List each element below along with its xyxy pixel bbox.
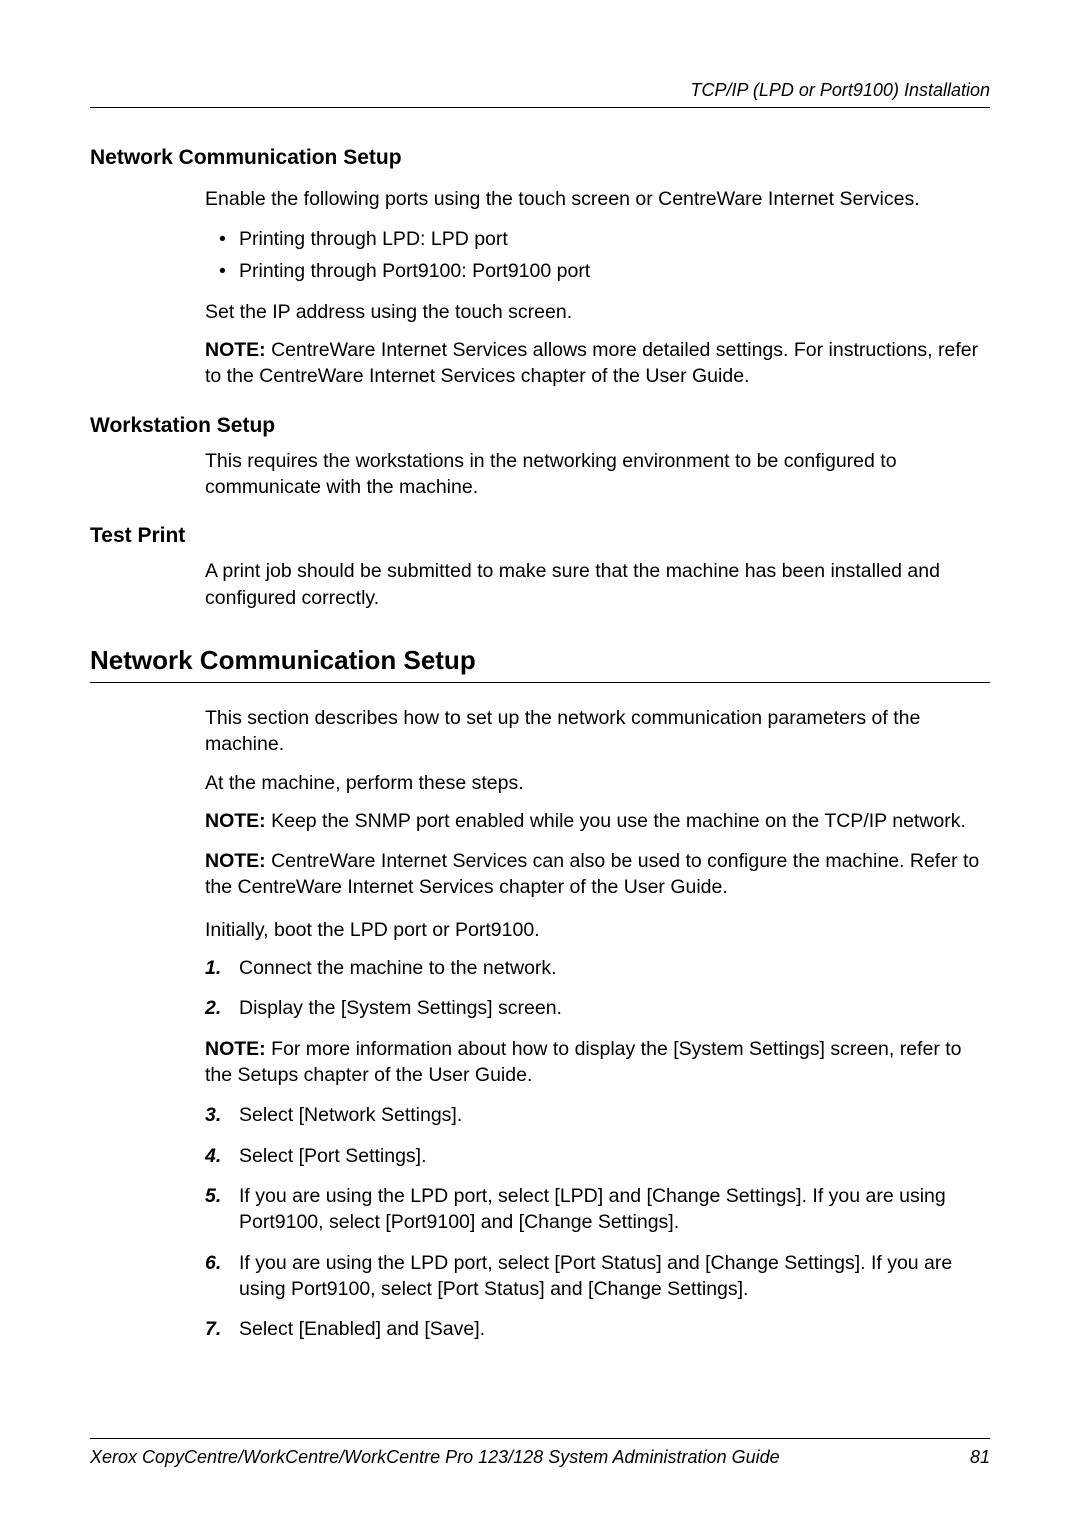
para-nc-2: At the machine, perform these steps. [205, 770, 990, 796]
heading-testprint: Test Print [90, 524, 990, 548]
step-number: 6. [205, 1250, 239, 1303]
list-item: Printing through Port9100: Port9100 port [205, 256, 990, 287]
list-item: 4. Select [Port Settings]. [205, 1143, 990, 1169]
step-number: 1. [205, 955, 239, 981]
footer-title: Xerox CopyCentre/WorkCentre/WorkCentre P… [90, 1447, 780, 1468]
step-text: Select [Enabled] and [Save]. [239, 1316, 990, 1342]
para-nc-3: Initially, boot the LPD port or Port9100… [205, 917, 990, 943]
para-after-bullets: Set the IP address using the touch scree… [205, 299, 990, 325]
list-item: 5. If you are using the LPD port, select… [205, 1183, 990, 1236]
note-label: NOTE: [205, 1038, 266, 1060]
heading-netcomm-overview: Network Communication Setup [90, 146, 990, 170]
steps-list-1: 1. Connect the machine to the network. 2… [205, 955, 990, 1022]
step-text: Display the [System Settings] screen. [239, 995, 990, 1021]
list-item: 3. Select [Network Settings]. [205, 1102, 990, 1128]
para-nc-1: This section describes how to set up the… [205, 705, 990, 758]
para-workstation: This requires the workstations in the ne… [205, 448, 990, 501]
steps-list-2: 3. Select [Network Settings]. 4. Select … [205, 1102, 990, 1342]
note-text: CentreWare Internet Services can also be… [205, 850, 979, 898]
block-testprint: A print job should be submitted to make … [205, 558, 990, 611]
note-nc-2: NOTE: CentreWare Internet Services can a… [205, 848, 990, 901]
page-header: TCP/IP (LPD or Port9100) Installation [90, 80, 990, 108]
step-text: Select [Network Settings]. [239, 1102, 990, 1128]
note-overview: NOTE: CentreWare Internet Services allow… [205, 337, 990, 390]
para-testprint: A print job should be submitted to make … [205, 558, 990, 611]
list-item: 7. Select [Enabled] and [Save]. [205, 1316, 990, 1342]
bullet-list: Printing through LPD: LPD port Printing … [205, 224, 990, 286]
step-text: If you are using the LPD port, select [L… [239, 1183, 990, 1236]
page-number: 81 [970, 1447, 990, 1468]
list-item: 2. Display the [System Settings] screen. [205, 995, 990, 1021]
block-netcomm-main: This section describes how to set up the… [205, 705, 990, 1343]
step-number: 3. [205, 1102, 239, 1128]
step-number: 7. [205, 1316, 239, 1342]
note-label: NOTE: [205, 339, 266, 361]
list-item: Printing through LPD: LPD port [205, 224, 990, 255]
step-text: If you are using the LPD port, select [P… [239, 1250, 990, 1303]
note-text: Keep the SNMP port enabled while you use… [266, 810, 966, 832]
note-nc-mid: NOTE: For more information about how to … [205, 1036, 990, 1089]
block-workstation: This requires the workstations in the ne… [205, 448, 990, 501]
step-text: Select [Port Settings]. [239, 1143, 990, 1169]
note-nc-1: NOTE: Keep the SNMP port enabled while y… [205, 808, 990, 834]
heading-workstation: Workstation Setup [90, 414, 990, 438]
para-intro: Enable the following ports using the tou… [205, 186, 990, 212]
note-text: CentreWare Internet Services allows more… [205, 339, 978, 387]
step-number: 4. [205, 1143, 239, 1169]
running-title: TCP/IP (LPD or Port9100) Installation [691, 80, 990, 100]
page-footer: Xerox CopyCentre/WorkCentre/WorkCentre P… [90, 1438, 990, 1468]
list-item: 6. If you are using the LPD port, select… [205, 1250, 990, 1303]
note-text: For more information about how to displa… [205, 1038, 962, 1086]
section-heading-netcomm: Network Communication Setup [90, 645, 990, 683]
block-netcomm-overview: Enable the following ports using the tou… [205, 186, 990, 390]
step-text: Connect the machine to the network. [239, 955, 990, 981]
step-number: 5. [205, 1183, 239, 1236]
note-label: NOTE: [205, 810, 266, 832]
note-label: NOTE: [205, 850, 266, 872]
step-number: 2. [205, 995, 239, 1021]
list-item: 1. Connect the machine to the network. [205, 955, 990, 981]
